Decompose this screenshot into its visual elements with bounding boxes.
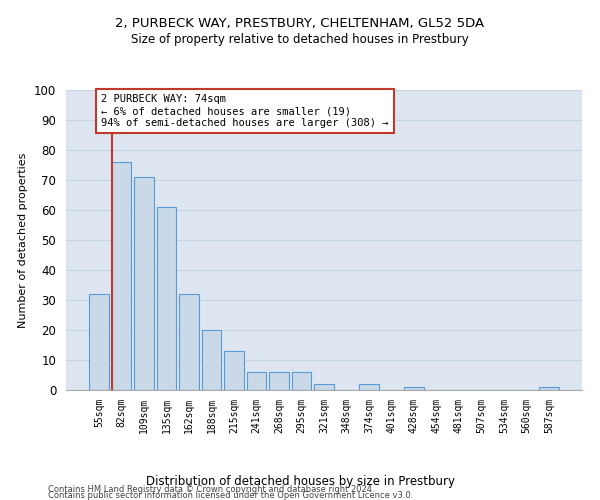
Bar bbox=[202, 330, 221, 390]
Bar bbox=[224, 351, 244, 390]
Bar bbox=[89, 294, 109, 390]
Text: 2 PURBECK WAY: 74sqm
← 6% of detached houses are smaller (19)
94% of semi-detach: 2 PURBECK WAY: 74sqm ← 6% of detached ho… bbox=[101, 94, 389, 128]
Bar bbox=[179, 294, 199, 390]
Bar bbox=[157, 207, 176, 390]
Bar bbox=[314, 384, 334, 390]
Text: Contains HM Land Registry data © Crown copyright and database right 2024.: Contains HM Land Registry data © Crown c… bbox=[48, 484, 374, 494]
Bar bbox=[269, 372, 289, 390]
Bar bbox=[134, 177, 154, 390]
Bar bbox=[292, 372, 311, 390]
Text: 2, PURBECK WAY, PRESTBURY, CHELTENHAM, GL52 5DA: 2, PURBECK WAY, PRESTBURY, CHELTENHAM, G… bbox=[115, 18, 485, 30]
Bar bbox=[112, 162, 131, 390]
Bar bbox=[359, 384, 379, 390]
Text: Contains public sector information licensed under the Open Government Licence v3: Contains public sector information licen… bbox=[48, 490, 413, 500]
Bar bbox=[404, 387, 424, 390]
Y-axis label: Number of detached properties: Number of detached properties bbox=[19, 152, 28, 328]
Bar bbox=[539, 387, 559, 390]
Text: Size of property relative to detached houses in Prestbury: Size of property relative to detached ho… bbox=[131, 32, 469, 46]
Text: Distribution of detached houses by size in Prestbury: Distribution of detached houses by size … bbox=[146, 474, 455, 488]
Bar bbox=[247, 372, 266, 390]
